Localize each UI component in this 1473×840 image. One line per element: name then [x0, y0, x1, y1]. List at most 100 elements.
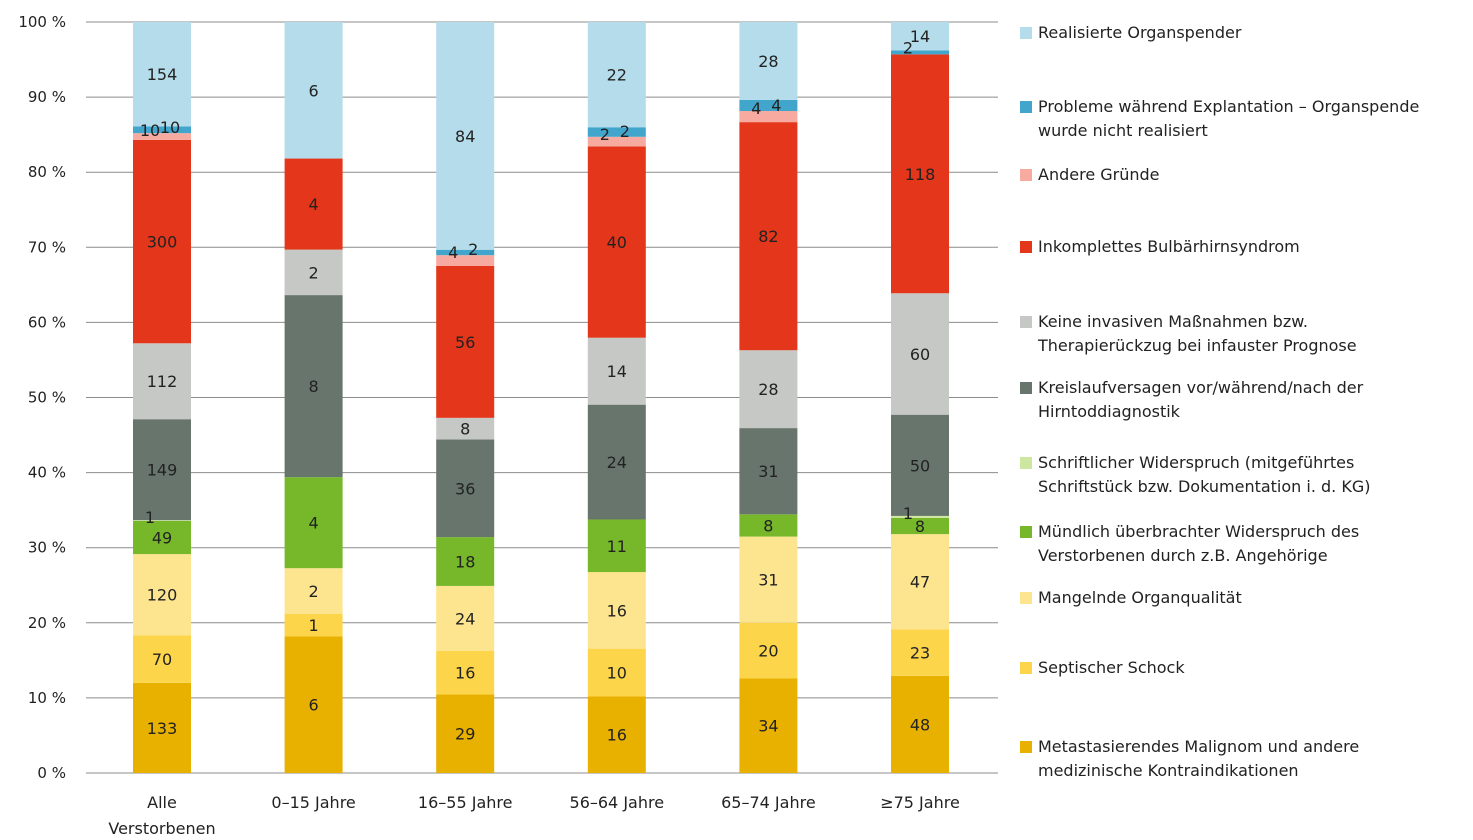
legend-label: Therapierückzug bei infauster Prognose [1037, 336, 1357, 355]
data-label: 2 [903, 38, 913, 57]
legend-label: Mangelnde Organqualität [1038, 588, 1242, 607]
bar-segment [133, 343, 191, 420]
legend-label: Septischer Schock [1038, 658, 1185, 677]
data-label: 22 [607, 66, 627, 85]
bar-segment [587, 22, 646, 128]
legend-label: medizinische Kontraindikationen [1038, 761, 1299, 780]
data-label: 49 [152, 528, 172, 547]
data-label: 16 [607, 726, 627, 745]
data-label: 300 [147, 233, 178, 252]
data-label: 2 [309, 582, 319, 601]
legend-swatch [1020, 101, 1032, 113]
bar-segment [436, 417, 495, 440]
x-category-label: 16–55 Jahre [418, 793, 513, 812]
bar-segment [436, 266, 495, 418]
legend-label: Mündlich überbrachter Widerspruch des [1038, 522, 1359, 541]
legend-swatch [1020, 662, 1032, 674]
bar-segment [739, 428, 798, 515]
bar-segment [891, 675, 949, 773]
bar-segment [133, 419, 191, 521]
x-category-label: 65–74 Jahre [721, 793, 816, 812]
data-label: 28 [758, 52, 778, 71]
data-label: 40 [607, 233, 627, 252]
legend-swatch [1020, 27, 1032, 39]
legend-swatch [1020, 741, 1032, 753]
bar-segment [891, 293, 949, 415]
bar-segment [133, 133, 191, 140]
data-label: 6 [309, 81, 319, 100]
legend-label: wurde nicht realisiert [1038, 121, 1208, 140]
data-label: 20 [758, 642, 778, 661]
data-label: 14 [607, 362, 627, 381]
legend-label: Kreislaufversagen vor/während/nach der [1038, 378, 1364, 397]
data-label: 2 [620, 122, 630, 141]
bar-segment [739, 350, 798, 429]
y-tick-label: 40 % [28, 464, 66, 482]
data-label: 2 [600, 125, 610, 144]
bar-segment [133, 126, 191, 134]
bar-segment [587, 519, 646, 573]
bar-segment [587, 337, 646, 405]
y-tick-label: 0 % [37, 764, 66, 782]
legend: Realisierte Organspender Probleme während… [1020, 23, 1419, 780]
data-label: 149 [147, 461, 178, 480]
bar-segment [739, 678, 798, 773]
data-label: 24 [455, 609, 475, 628]
data-label: 48 [910, 715, 930, 734]
bar-segment [284, 613, 343, 637]
data-label: 16 [455, 664, 475, 683]
bar-segment [587, 146, 646, 338]
legend-swatch [1020, 241, 1032, 253]
x-category-label: 56–64 Jahre [570, 793, 665, 812]
data-label: 4 [751, 99, 761, 118]
legend-swatch [1020, 169, 1032, 181]
data-label: 70 [152, 650, 172, 669]
bar-segment [891, 54, 949, 294]
data-label: 23 [910, 644, 930, 663]
data-label: 4 [448, 243, 458, 262]
bar-segment [891, 517, 949, 535]
bar-segment [739, 622, 798, 679]
data-label: 10 [140, 121, 160, 140]
data-label: 112 [147, 372, 178, 391]
data-label: 31 [758, 462, 778, 481]
data-label: 10 [607, 664, 627, 683]
bar-segment [284, 568, 343, 614]
legend-label: Verstorbenen durch z.B. Angehörige [1038, 546, 1328, 565]
legend-label: Inkomplettes Bulbärhirnsyndrom [1038, 237, 1300, 256]
bar-segment [133, 520, 191, 555]
data-label: 6 [309, 696, 319, 715]
bar-segment [891, 414, 949, 516]
data-label: 120 [147, 586, 178, 605]
data-label: 4 [771, 96, 781, 115]
y-tick-label: 90 % [28, 88, 66, 106]
bar-segment [133, 139, 191, 344]
bar-segment [587, 127, 646, 137]
data-label: 16 [607, 601, 627, 620]
data-label: 1 [145, 508, 155, 527]
data-label: 29 [455, 725, 475, 744]
bar-segment [133, 682, 191, 773]
bar-segment [284, 22, 343, 159]
legend-swatch [1020, 457, 1032, 469]
data-label: 8 [763, 516, 773, 535]
y-tick-label: 50 % [28, 389, 66, 407]
bar-segment [739, 122, 798, 351]
bar-segment [739, 514, 798, 537]
bar-segment [436, 694, 495, 773]
legend-label: Realisierte Organspender [1038, 23, 1242, 42]
data-label: 28 [758, 380, 778, 399]
x-category-label: Alle [147, 793, 177, 812]
bar-segment [133, 520, 191, 521]
data-label: 24 [607, 453, 627, 472]
bar-segment [587, 136, 646, 147]
bar-segment [284, 477, 343, 569]
y-tick-label: 80 % [28, 163, 66, 181]
y-tick-label: 30 % [28, 539, 66, 557]
bar-segment [284, 295, 343, 478]
data-label: 1 [903, 504, 913, 523]
legend-label: Hirntoddiagnostik [1038, 402, 1181, 421]
bar-segment [436, 249, 495, 256]
data-label: 50 [910, 456, 930, 475]
data-label: 2 [309, 263, 319, 282]
